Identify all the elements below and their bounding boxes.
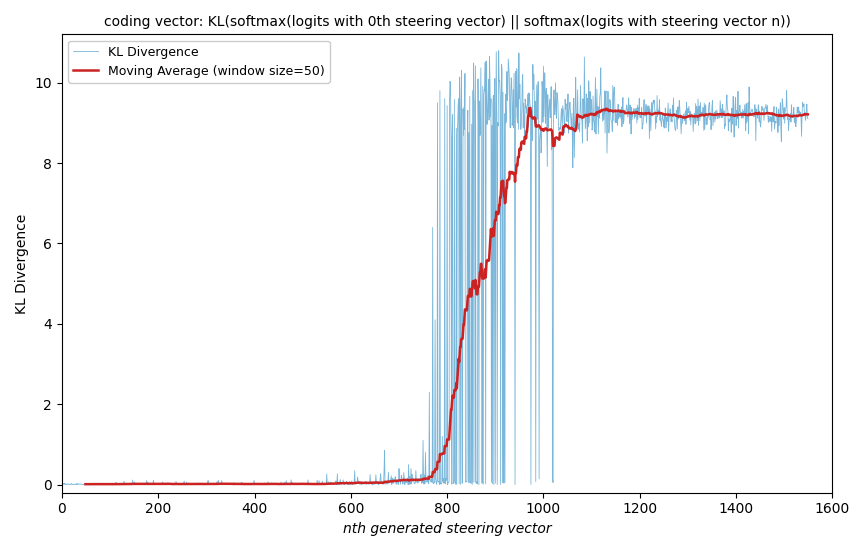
Moving Average (window size=50) [84, 481, 94, 488]
Moving Average (window size=50) [244, 480, 254, 487]
Moving Average (window size=50) [803, 111, 813, 118]
Moving Average (window size=50) [301, 480, 311, 487]
Moving Average (window size=50) [501, 192, 511, 199]
Line: KL Divergence: KL Divergence [62, 51, 808, 485]
Moving Average (window size=50) [525, 105, 535, 111]
KL Divergence [57, 480, 67, 487]
KL Divergence [803, 115, 813, 122]
KL Divergence [115, 480, 125, 487]
Y-axis label: KL Divergence: KL Divergence [15, 213, 29, 314]
Moving Average (window size=50) [712, 111, 722, 118]
KL Divergence [493, 47, 503, 54]
KL Divergence [131, 482, 142, 488]
KL Divergence [657, 117, 667, 123]
X-axis label: nth generated steering vector: nth generated steering vector [343, 522, 552, 536]
KL Divergence [337, 480, 348, 487]
Moving Average (window size=50) [80, 481, 91, 488]
KL Divergence [682, 99, 692, 106]
Moving Average (window size=50) [135, 480, 145, 487]
Moving Average (window size=50) [688, 112, 698, 119]
KL Divergence [781, 102, 791, 109]
KL Divergence [308, 482, 318, 488]
Title: coding vector: KL(softmax(logits with 0th steering vector) || softmax(logits wit: coding vector: KL(softmax(logits with 0t… [104, 15, 791, 30]
Legend: KL Divergence, Moving Average (window size=50): KL Divergence, Moving Average (window si… [68, 41, 330, 83]
Line: Moving Average (window size=50): Moving Average (window size=50) [86, 108, 808, 484]
